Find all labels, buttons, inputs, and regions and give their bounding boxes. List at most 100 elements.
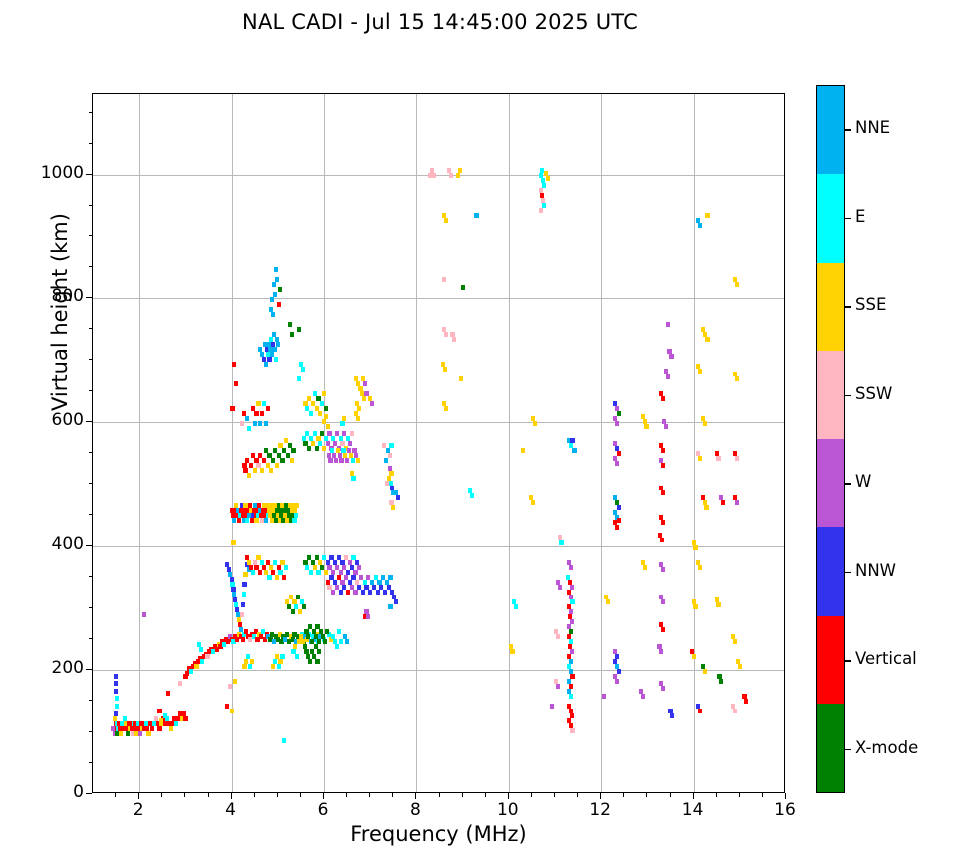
colorbar-segment-sse[interactable] [817,262,844,351]
echo-point [714,450,719,456]
echo-point [199,646,204,652]
echo-point [661,520,666,526]
colorbar-segment-ssw[interactable] [817,350,844,439]
echo-point [540,178,546,184]
echo-point [545,175,550,181]
colorbar-tick [845,748,851,751]
echo-point [697,708,703,714]
echo-point [114,688,119,694]
echo-point [269,564,274,570]
echo-point [566,438,571,444]
echo-point [231,512,236,518]
echo-point [344,554,349,560]
x-axis-tick [415,793,417,799]
echo-point [258,507,263,513]
echo-point [227,572,232,578]
echo-point [270,631,275,637]
echo-point [386,475,391,481]
echo-point [734,282,740,288]
echo-point [261,401,267,407]
echo-point [446,168,451,174]
echo-point [693,604,698,610]
echo-point [187,666,192,672]
echo-point [334,430,340,436]
echo-point [117,725,122,731]
echo-point [364,609,369,615]
echo-point [233,597,238,602]
colorbar-segment-vertical[interactable] [817,615,844,704]
echo-point [111,725,116,731]
x-axis-minor-tick [623,793,625,797]
colorbar[interactable] [816,85,845,793]
echo-point [236,616,242,622]
echo-point [296,639,302,645]
echo-point [143,720,148,726]
echo-point [291,502,296,508]
echo-point [264,346,269,352]
echo-point [510,649,515,654]
echo-point [390,485,395,491]
echo-point [121,720,126,726]
echo-point [293,644,298,650]
echo-point [550,703,555,709]
echo-point [268,346,273,352]
echo-point [431,173,437,179]
echo-point [308,435,314,441]
colorbar-segment-w[interactable] [817,439,844,528]
echo-point [244,512,249,518]
echo-point [263,517,268,523]
echo-point [382,589,388,595]
y-axis-minor-tick [88,142,92,144]
echo-point [353,589,358,595]
echo-point [714,597,719,602]
echo-point [198,656,203,662]
echo-point [254,517,259,523]
echo-point [274,507,279,513]
echo-point [257,502,262,508]
echo-point [144,725,149,731]
gridline-horizontal [93,670,784,672]
echo-point [239,502,244,508]
echo-point [316,569,321,575]
x-axis-minor-tick [530,793,532,797]
echo-point [349,584,354,590]
colorbar-segment-x-mode[interactable] [817,703,844,792]
echo-point [388,604,393,610]
echo-point [566,718,571,724]
gridline-vertical [693,94,695,792]
x-axis-tick-label: 8 [409,800,421,820]
echo-point [248,502,253,508]
echo-point [114,710,119,716]
echo-point [172,715,177,721]
echo-point [612,520,618,526]
colorbar-segment-nne[interactable] [817,86,844,175]
echo-point [287,321,292,327]
echo-point [296,326,302,332]
echo-point [565,574,571,580]
echo-point [733,277,738,283]
echo-point [277,287,282,293]
echo-point [566,654,571,659]
echo-point [443,406,449,412]
echo-point [395,495,401,501]
echo-point [733,708,738,714]
echo-point [539,207,544,213]
echo-point [540,198,546,204]
colorbar-segment-e[interactable] [817,174,844,263]
echo-point [273,517,279,523]
echo-point [134,730,139,736]
echo-point [301,604,306,610]
y-axis-tick-label: 0 [73,782,84,802]
echo-point [355,579,360,585]
echo-point [256,512,261,518]
echo-point [247,426,252,431]
echo-point [381,574,386,580]
echo-point [325,579,330,585]
echo-point [667,349,672,355]
echo-point [696,364,701,370]
echo-point [325,423,330,429]
echo-point [242,463,247,469]
echo-point [203,651,208,657]
colorbar-segment-nnw[interactable] [817,527,844,616]
echo-point [289,458,294,464]
